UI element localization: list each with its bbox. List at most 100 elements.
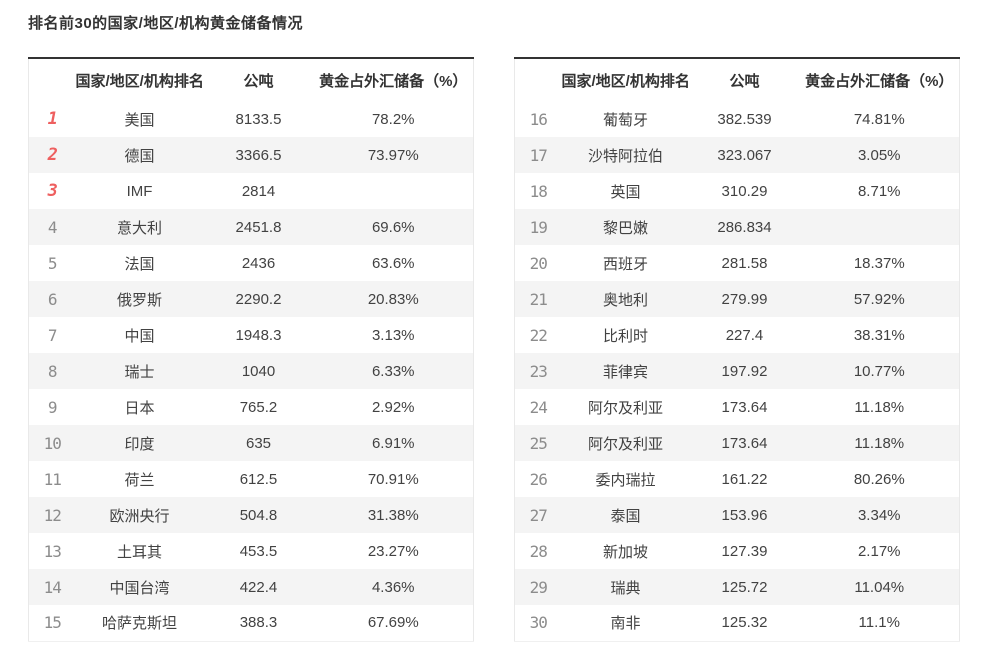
country-cell: 瑞典 [610,579,641,597]
country-cell: 哈萨克斯坦 [101,615,177,633]
country-cell: 法国 [124,255,155,273]
pct-cell: 6.91% [371,434,415,452]
country-cell: 奥地利 [602,291,648,309]
tonnes-cell: 310.29 [721,182,768,200]
tonnes-cell: 153.96 [721,506,768,524]
pct-cell: 18.37% [853,254,905,272]
pct-cell: 20.83% [367,290,419,308]
table-row: 6 俄罗斯 2290.2 20.83% [28,281,474,317]
table-row: 29 瑞典 125.72 11.04% [514,569,960,605]
table-row: 9 日本 765.2 2.92% [29,389,474,425]
rank-cell: 8 [47,361,58,381]
gold-reserves-table-right: 国家/地区/机构排名 公吨 黄金占外汇储备（%） 16 葡萄牙 382.539 … [514,57,960,642]
country-cell: 俄罗斯 [116,291,162,309]
table-row: 23 菲律宾 197.92 10.77% [514,353,960,389]
country-cell: 德国 [124,147,155,165]
country-cell: 委内瑞拉 [595,471,656,489]
table-row: 10 印度 635 6.91% [28,425,474,461]
country-cell: 黎巴嫩 [602,219,648,237]
col-header-tonnes: 公吨 [203,58,314,101]
table-body: 1 美国 8133.5 78.2% 2 德国 3366.5 73.97% 3 [28,101,474,641]
tonnes-cell: 161.22 [721,470,768,488]
pct-cell: 3.13% [371,326,415,344]
rank-cell: 25 [529,433,548,453]
pct-cell: 3.34% [857,506,901,524]
table-row: 18 英国 310.29 8.71% [515,173,960,209]
country-cell: 沙特阿拉伯 [587,147,663,165]
tonnes-cell: 323.067 [717,146,772,164]
rank-cell: 14 [43,577,62,597]
country-cell: 菲律宾 [602,363,648,381]
pct-cell: 2.92% [371,398,415,416]
rank-cell: 21 [529,289,548,309]
rank-cell: 27 [529,505,548,525]
rank-cell: 11 [43,469,62,489]
col-header-rank [514,58,562,101]
pct-cell: 10.77% [853,362,905,380]
header-row: 国家/地区/机构排名 公吨 黄金占外汇储备（%） [28,58,474,101]
col-header-pct: 黄金占外汇储备（%） [313,58,474,101]
tonnes-cell: 197.92 [721,362,768,380]
pct-cell: 73.97% [367,146,419,164]
table-row: 13 土耳其 453.5 23.27% [29,533,474,569]
country-cell: 泰国 [610,507,641,525]
rank-cell: 2 [47,145,58,165]
tonnes-cell: 173.64 [721,434,768,452]
table-row: 11 荷兰 612.5 70.91% [29,461,474,497]
pct-cell: 78.2% [371,110,415,128]
country-cell: 中国台湾 [109,579,170,597]
table-row: 17 沙特阿拉伯 323.067 3.05% [514,137,960,173]
pct-cell: 31.38% [367,506,419,524]
gold-reserves-table-left: 国家/地区/机构排名 公吨 黄金占外汇储备（%） 1 美国 8133.5 78.… [28,57,474,642]
tonnes-cell: 388.3 [239,614,278,632]
rank-cell: 13 [43,541,62,561]
tonnes-cell: 125.32 [721,614,768,632]
country-cell: 荷兰 [124,471,155,489]
table-row: 2 德国 3366.5 73.97% [28,137,474,173]
pct-cell: 57.92% [853,290,905,308]
page-title: 排名前30的国家/地区/机构黄金储备情况 [28,15,304,32]
tonnes-cell: 8133.5 [235,110,282,128]
table-header: 国家/地区/机构排名 公吨 黄金占外汇储备（%） [28,58,474,101]
pct-cell: 23.27% [367,542,419,560]
pct-cell: 69.6% [371,218,415,236]
rank-cell: 16 [529,109,548,129]
country-cell: 新加坡 [602,543,648,561]
col-header-name: 国家/地区/机构排名 [561,58,690,101]
col-header-rank [28,58,76,101]
table-row: 26 委内瑞拉 161.22 80.26% [515,461,960,497]
rank-cell: 6 [47,289,58,309]
table-row: 19 黎巴嫩 286.834 [514,209,960,245]
table-row: 25 阿尔及利亚 173.64 11.18% [514,425,960,461]
col-header-tonnes: 公吨 [689,58,800,101]
country-cell: 意大利 [116,219,162,237]
country-cell: 阿尔及利亚 [587,435,663,453]
table-row: 1 美国 8133.5 78.2% [29,101,474,137]
tonnes-cell: 127.39 [721,542,768,560]
table-header: 国家/地区/机构排名 公吨 黄金占外汇储备（%） [514,58,960,101]
pct-cell: 4.36% [371,578,415,596]
country-cell: 南非 [610,615,641,633]
rank-cell: 23 [529,361,548,381]
rank-cell: 30 [529,613,548,633]
table-row: 15 哈萨克斯坦 388.3 67.69% [29,605,474,641]
table-row: 28 新加坡 127.39 2.17% [515,533,960,569]
pct-cell: 11.18% [854,398,905,416]
pct-cell: 38.31% [853,326,905,344]
tonnes-cell: 281.58 [721,254,768,272]
pct-cell: 63.6% [371,254,415,272]
pct-cell: 67.69% [367,614,419,632]
rank-cell: 22 [529,325,548,345]
pct-cell: 80.26% [853,470,905,488]
tonnes-cell: 286.834 [717,218,772,236]
tonnes-cell: 422.4 [239,578,278,596]
tonnes-cell: 2436 [241,254,276,272]
pct-cell: 2.17% [857,542,901,560]
rank-cell: 15 [43,613,62,633]
table-row: 30 南非 125.32 11.1% [515,605,960,641]
country-cell: 美国 [124,111,155,129]
tonnes-cell: 1040 [241,362,276,380]
country-cell: 土耳其 [116,543,162,561]
table-row: 14 中国台湾 422.4 4.36% [28,569,474,605]
